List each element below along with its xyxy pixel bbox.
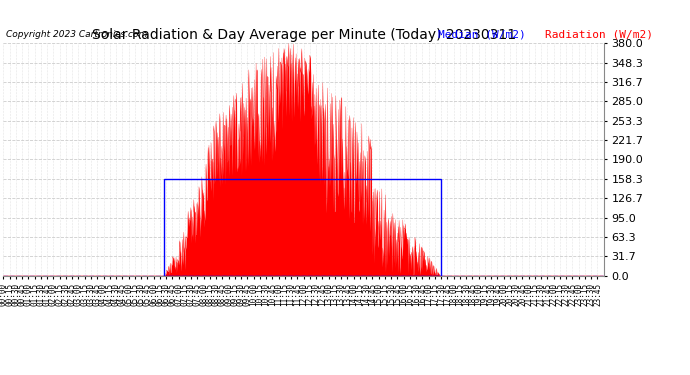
Bar xyxy=(164,179,441,276)
Text: Radiation (W/m2): Radiation (W/m2) xyxy=(545,29,653,39)
Text: Median (W/m2): Median (W/m2) xyxy=(438,29,526,39)
Text: Copyright 2023 Cartronics.com: Copyright 2023 Cartronics.com xyxy=(6,30,147,39)
Title: Solar Radiation & Day Average per Minute (Today) 20230311: Solar Radiation & Day Average per Minute… xyxy=(92,28,515,42)
